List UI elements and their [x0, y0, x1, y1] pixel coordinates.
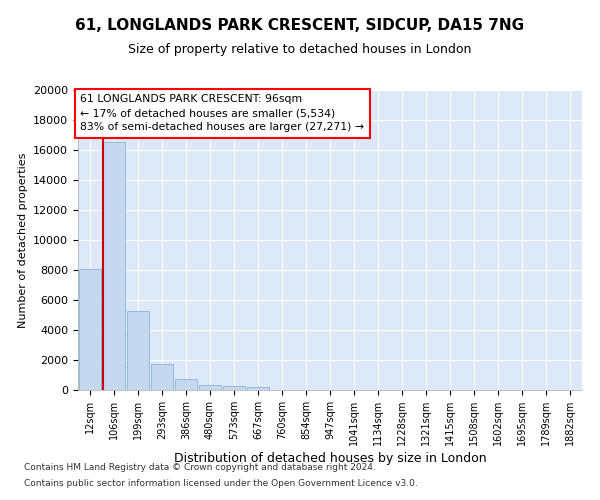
Bar: [199, 385, 221, 390]
Y-axis label: Number of detached properties: Number of detached properties: [17, 152, 28, 328]
Bar: [223, 386, 245, 390]
Bar: [175, 379, 197, 390]
Text: Contains public sector information licensed under the Open Government Licence v3: Contains public sector information licen…: [24, 478, 418, 488]
Bar: [127, 310, 149, 390]
Text: 61, LONGLANDS PARK CRESCENT, SIDCUP, DA15 7NG: 61, LONGLANDS PARK CRESCENT, SIDCUP, DA1…: [76, 18, 524, 32]
X-axis label: Distribution of detached houses by size in London: Distribution of detached houses by size …: [173, 452, 487, 465]
Text: 61 LONGLANDS PARK CRESCENT: 96sqm
← 17% of detached houses are smaller (5,534)
8: 61 LONGLANDS PARK CRESCENT: 96sqm ← 17% …: [80, 94, 364, 132]
Text: Size of property relative to detached houses in London: Size of property relative to detached ho…: [128, 42, 472, 56]
Bar: [247, 386, 269, 390]
Bar: [79, 268, 101, 390]
Bar: [151, 364, 173, 390]
Text: Contains HM Land Registry data © Crown copyright and database right 2024.: Contains HM Land Registry data © Crown c…: [24, 464, 376, 472]
Bar: [103, 142, 125, 390]
